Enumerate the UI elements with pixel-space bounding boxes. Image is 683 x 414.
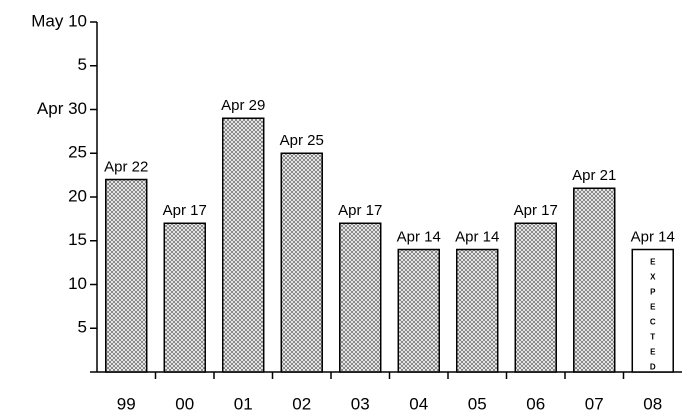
bar (105, 178, 148, 373)
bar (397, 248, 440, 373)
y-tick-label: May 10 (31, 11, 87, 30)
x-tick-label: 08 (643, 394, 662, 413)
value-label: Apr 17 (338, 202, 382, 219)
bar (222, 117, 265, 373)
y-tick-label: 5 (78, 318, 87, 337)
x-tick-label: 03 (351, 394, 370, 413)
x-tick-label: 06 (526, 394, 545, 413)
value-label: Apr 14 (397, 228, 441, 245)
x-tick-label: 04 (409, 394, 428, 413)
value-label: Apr 29 (221, 97, 265, 114)
x-tick-label: 01 (234, 394, 253, 413)
value-label: Apr 22 (104, 158, 148, 175)
bar (163, 222, 206, 373)
bar (573, 187, 616, 373)
value-label: Apr 21 (572, 167, 616, 184)
y-tick-label: 20 (68, 186, 87, 205)
bar (339, 222, 382, 373)
x-tick-label: 99 (117, 394, 136, 413)
bar (631, 248, 674, 373)
value-label: Apr 25 (280, 132, 324, 149)
bar (456, 248, 499, 373)
x-tick-label: 02 (292, 394, 311, 413)
y-tick-label: Apr 30 (37, 99, 87, 118)
value-label: Apr 14 (631, 228, 675, 245)
x-tick-label: 05 (468, 394, 487, 413)
bar-annotation: EXPECTED (648, 258, 657, 378)
bar (514, 222, 557, 373)
y-tick-label: 25 (68, 143, 87, 162)
y-tick-label: 15 (68, 230, 87, 249)
y-tick-label: 10 (68, 274, 87, 293)
bar (280, 152, 323, 373)
x-tick-label: 07 (585, 394, 604, 413)
x-tick-label: 00 (175, 394, 194, 413)
value-label: Apr 17 (163, 202, 207, 219)
y-tick-label: 5 (78, 55, 87, 74)
value-label: Apr 17 (514, 202, 558, 219)
value-label: Apr 14 (455, 228, 499, 245)
